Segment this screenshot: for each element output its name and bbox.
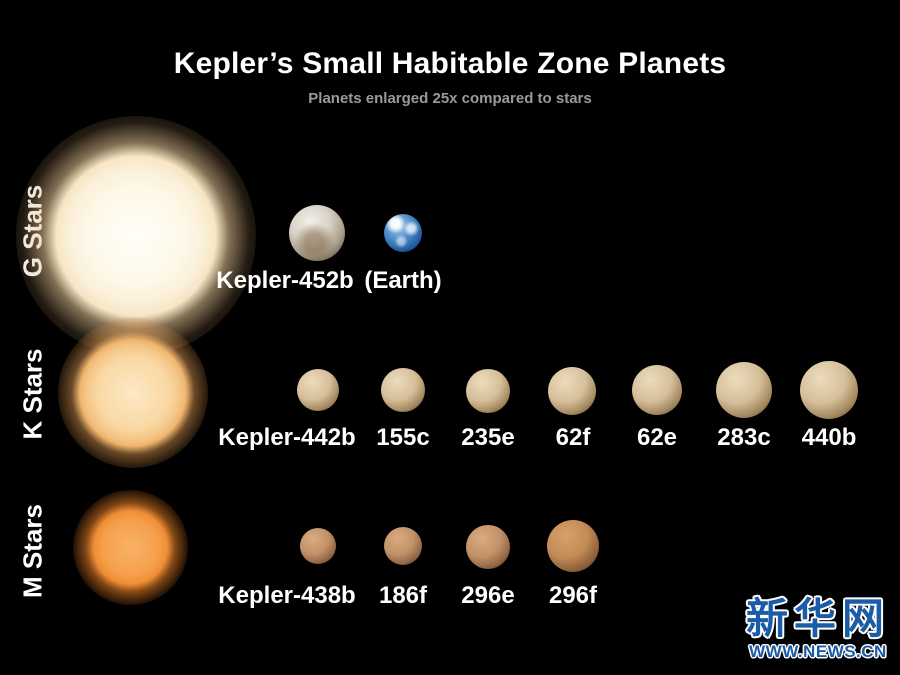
k-star [58,318,208,468]
planet-kepler-440b [800,361,858,419]
planet-kepler-155c [381,368,425,412]
planet-label-62f: 62f [555,424,591,451]
page-title: Kepler’s Small Habitable Zone Planets [173,47,727,80]
planet-label-283c: 283c [717,424,771,451]
g-star [16,116,256,356]
planet-kepler-283c [716,362,772,418]
planet-label-kepler-438b: Kepler-438b [218,582,356,609]
page-subtitle: Planets enlarged 25x compared to stars [308,90,592,107]
planet-label-440b: 440b [801,424,857,451]
row-label-k-stars: K Stars [17,348,48,440]
planet-label-kepler-452b: Kepler-452b [216,267,354,294]
planet-kepler-452b [289,205,345,261]
planet-kepler-235e [466,369,510,413]
planet-kepler-442b [297,369,339,411]
planet-label-296f: 296f [548,582,598,609]
planet-kepler-62e [632,365,682,415]
planet-kepler-62f [548,367,596,415]
planet-label-296e: 296e [461,582,515,609]
xinhuanet-watermark: 新华网 WWW.NEWS.CN [745,594,890,662]
planet-label-kepler-442b: Kepler-442b [218,424,356,451]
planet-earth [384,214,422,252]
planet-kepler-186f [384,527,422,565]
planet-label-235e: 235e [461,424,515,451]
row-label-m-stars: M Stars [17,504,48,598]
planet-label-earth: (Earth) [364,267,442,294]
planet-kepler-296e [466,525,510,569]
m-star [73,490,188,605]
planet-label-155c: 155c [376,424,430,451]
xinhuanet-logo: 新华网 [745,594,890,642]
xinhuanet-url: WWW.NEWS.CN [749,642,887,661]
planet-label-62e: 62e [636,424,678,451]
planet-kepler-296f [547,520,599,572]
planet-label-186f: 186f [378,582,428,609]
planet-kepler-438b [300,528,336,564]
